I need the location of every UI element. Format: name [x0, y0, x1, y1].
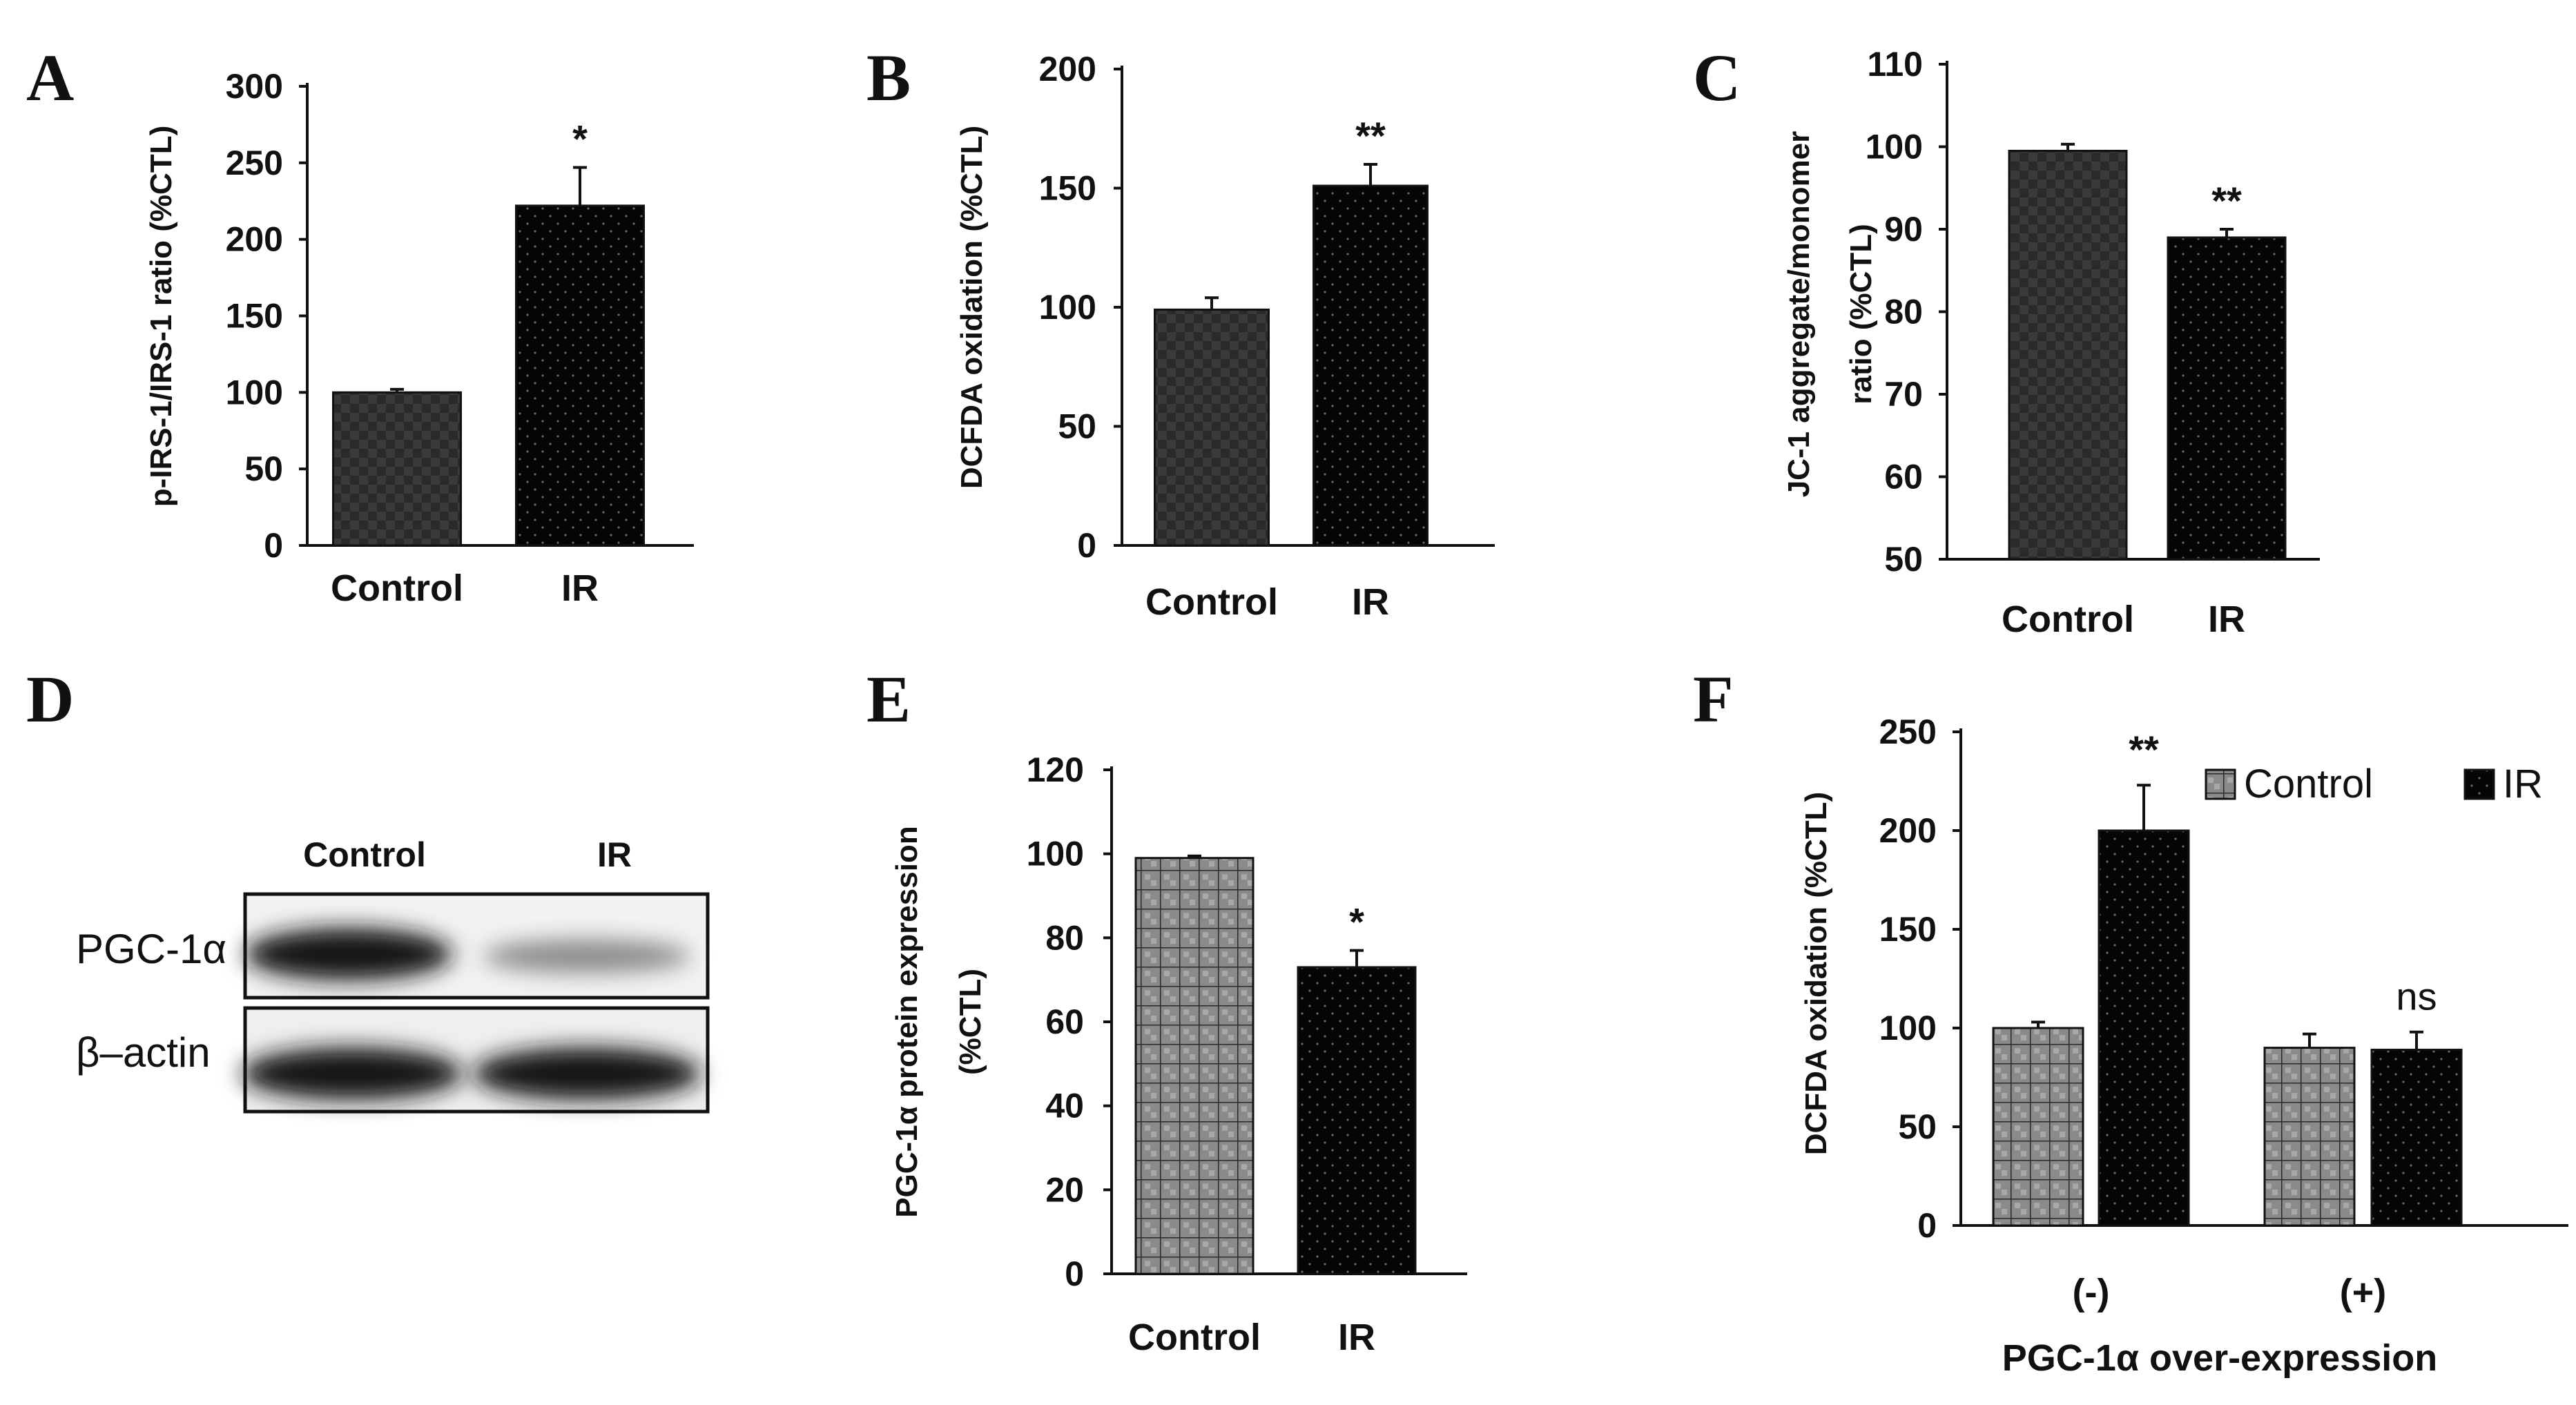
- panel-f-legend-swatch-ir: [2463, 768, 2495, 800]
- blot-column-control: Control: [303, 835, 426, 874]
- panel-a-ytick-label: 0: [264, 526, 283, 565]
- band-pgc1a-control: [245, 928, 452, 980]
- panel-f-significance-label: ns: [2396, 975, 2437, 1018]
- panel-b-bar-control: [1154, 308, 1270, 547]
- panel-a-category-label: IR: [561, 568, 599, 609]
- western-blot-panel-d: Control IR PGC-1α β–actin: [76, 835, 710, 1114]
- panel-f-bar-control: [2263, 1047, 2356, 1227]
- panel-c-category-label: Control: [2002, 599, 2134, 640]
- panel-c-ytick-label: 80: [1884, 293, 1923, 331]
- panel-f-legend-label: IR: [2503, 762, 2543, 806]
- panel-b-ytick-label: 150: [1039, 169, 1096, 208]
- panel-a-ytick-label: 250: [226, 144, 283, 182]
- panel-c-ytick-label: 70: [1884, 375, 1923, 414]
- panel-e-ytick-label: 100: [1027, 835, 1084, 873]
- panel-letter-b: B: [866, 41, 911, 115]
- panel-e-category-label: IR: [1338, 1317, 1375, 1358]
- panel-c-ytick-label: 110: [1867, 45, 1923, 84]
- band-actin-control: [242, 1047, 463, 1100]
- panel-f-ytick-label: 150: [1879, 910, 1937, 949]
- panel-a-significance-label: *: [572, 117, 588, 160]
- chart-panel-f: 0 50 100 150 200 250 DCFDA oxidation (%CTL) ** (…: [1799, 713, 2568, 1379]
- panel-f-ytick-label: 200: [1879, 811, 1937, 850]
- panel-a-ytick-label: 150: [226, 297, 283, 336]
- panel-a-ylabel: p-IRS-1/IRS-1 ratio (%CTL): [144, 126, 178, 507]
- panel-b-category-label: Control: [1145, 581, 1278, 623]
- panel-c-bar-ir: [2167, 236, 2287, 561]
- panel-f-ytick-label: 100: [1879, 1009, 1937, 1047]
- panel-e-ytick-label: 20: [1045, 1170, 1084, 1209]
- band-actin-ir: [473, 1047, 701, 1100]
- panel-f-bar-ir: [2370, 1048, 2463, 1227]
- panel-letter-a: A: [26, 41, 74, 115]
- panel-f-xlabel: PGC-1α over-expression: [2002, 1337, 2437, 1379]
- panel-b-bar-ir: [1313, 184, 1429, 547]
- panel-f-bar-control: [1992, 1027, 2084, 1227]
- panel-b-significance-label: **: [1355, 114, 1386, 157]
- panel-a-category-label: Control: [331, 568, 463, 609]
- panel-e-bar-ir: [1297, 966, 1417, 1275]
- panel-e-ylabel: PGC-1α protein expression: [890, 826, 924, 1217]
- panel-e-ytick-label: 0: [1065, 1254, 1084, 1293]
- panel-e-significance-label: *: [1349, 900, 1364, 944]
- panel-e-category-label: Control: [1128, 1317, 1261, 1358]
- panel-b-ytick-label: 50: [1058, 407, 1096, 446]
- panel-f-legend-swatch-control: [2205, 768, 2236, 800]
- panel-letter-d: D: [26, 662, 74, 736]
- band-pgc1a-ir: [483, 940, 690, 973]
- panel-letter-f: F: [1693, 662, 1734, 736]
- panel-c-category-label: IR: [2208, 599, 2245, 640]
- panel-c-significance-label: **: [2211, 179, 2242, 222]
- panel-b-ylabel: DCFDA oxidation (%CTL): [955, 126, 989, 489]
- panel-c-bar-control: [2008, 149, 2128, 561]
- panel-a-bar-control: [332, 391, 462, 547]
- panel-e-ytick-label: 120: [1027, 750, 1084, 789]
- panel-f-bar-ir: [2098, 829, 2190, 1227]
- panel-f-legend-label: Control: [2244, 762, 2373, 806]
- panel-c-ylabel: ratio (%CTL): [1844, 224, 1878, 405]
- panel-e-ylabel: (%CTL): [953, 969, 987, 1075]
- blot-column-ir: IR: [597, 835, 632, 874]
- panel-f-significance-label: **: [2129, 728, 2159, 771]
- chart-panel-a: 0 50 100 150 200 250 300 p-IRS-1/IRS-1 ratio (%…: [144, 67, 694, 609]
- panel-a-ytick-label: 200: [226, 220, 283, 259]
- panel-c-ytick-label: 100: [1866, 128, 1923, 166]
- panel-b-category-label: IR: [1352, 581, 1389, 623]
- panel-f-category-label: (+): [2340, 1272, 2387, 1313]
- panel-e-ytick-label: 40: [1045, 1087, 1084, 1125]
- panel-a-ytick-label: 300: [226, 67, 283, 106]
- chart-panel-c: 50 60 70 80 90 100 110 JC-1 aggregate/monomer ra…: [1782, 45, 2320, 640]
- blot-row-pgc1a: PGC-1α: [76, 926, 226, 972]
- chart-panel-b: 0 50 100 150 200 DCFDA oxidation (%CTL) Contro…: [955, 50, 1495, 623]
- panel-f-ytick-label: 0: [1917, 1206, 1937, 1245]
- panel-b-ytick-label: 100: [1039, 288, 1096, 327]
- panel-f-category-label: (-): [2073, 1272, 2110, 1313]
- panel-letter-e: E: [866, 662, 911, 736]
- panel-c-ytick-label: 50: [1884, 540, 1923, 579]
- panel-e-ytick-label: 80: [1045, 918, 1084, 957]
- panel-c-ytick-label: 60: [1884, 458, 1923, 496]
- panel-a-ytick-label: 100: [226, 373, 283, 411]
- panel-b-ytick-label: 0: [1077, 526, 1096, 565]
- panel-c-ytick-label: 90: [1884, 210, 1923, 249]
- panel-c-ylabel: JC-1 aggregate/monomer: [1782, 131, 1816, 498]
- panel-a-bar-ir: [515, 204, 645, 547]
- panel-a-ytick-label: 50: [244, 449, 283, 488]
- blot-row-actin: β–actin: [76, 1029, 211, 1076]
- chart-panel-e: 0 20 40 60 80 100 120 PGC-1α protein expression…: [890, 750, 1467, 1358]
- panel-b-ytick-label: 200: [1039, 50, 1096, 88]
- panel-e-ytick-label: 60: [1045, 1002, 1084, 1041]
- panel-f-ylabel: DCFDA oxidation (%CTL): [1799, 792, 1833, 1155]
- panel-f-ytick-label: 250: [1879, 713, 1937, 751]
- panel-letter-c: C: [1693, 41, 1741, 115]
- panel-e-bar-control: [1134, 857, 1255, 1275]
- panel-f-ytick-label: 50: [1898, 1107, 1937, 1146]
